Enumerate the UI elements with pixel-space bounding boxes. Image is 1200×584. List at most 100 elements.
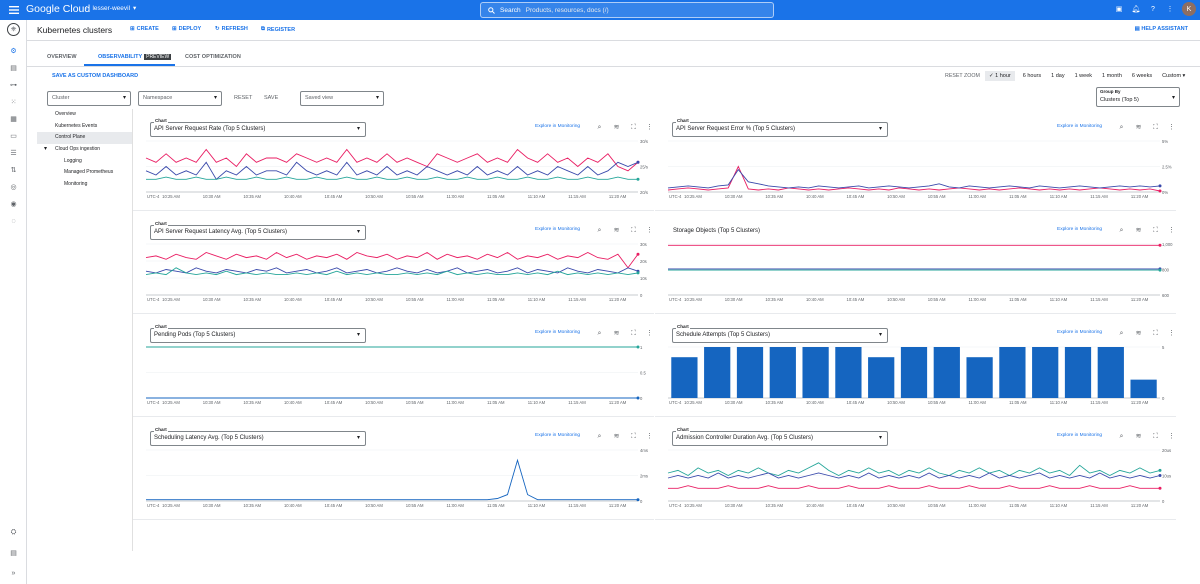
fullscreen-icon[interactable]: ⛶ [1153, 330, 1158, 337]
tree-item[interactable]: Logging [37, 156, 132, 168]
services-nav-icon[interactable]: ⊶ [10, 82, 17, 89]
legend-toggle-icon[interactable]: ≋ [1135, 227, 1142, 234]
legend-toggle-icon[interactable]: ≋ [613, 124, 620, 131]
zoom-icon[interactable]: ⌕ [1119, 227, 1124, 234]
secrets-nav-icon[interactable]: ▦ [10, 116, 17, 123]
reset-button[interactable]: RESET [234, 95, 253, 101]
explore-in-monitoring-link[interactable]: Explore in Monitoring [1057, 124, 1103, 129]
legend-toggle-icon[interactable]: ≋ [613, 227, 620, 234]
legend-toggle-icon[interactable]: ≋ [1135, 330, 1142, 337]
explore-in-monitoring-link[interactable]: Explore in Monitoring [535, 330, 581, 335]
fullscreen-icon[interactable]: ⛶ [631, 433, 636, 440]
fullscreen-icon[interactable]: ⛶ [631, 124, 636, 131]
explore-in-monitoring-link[interactable]: Explore in Monitoring [535, 433, 581, 438]
tree-item[interactable]: Kubernetes Events [37, 121, 132, 133]
more-vert-icon[interactable]: ⋮ [1168, 227, 1175, 234]
zoom-icon[interactable]: ⌕ [1119, 124, 1124, 131]
tab-overview[interactable]: OVERVIEW [47, 54, 77, 60]
fullscreen-icon[interactable]: ⛶ [1153, 124, 1158, 131]
more-vert-icon[interactable]: ⋮ [1168, 433, 1175, 440]
tree-item[interactable]: Overview [37, 109, 132, 121]
more-vert-icon[interactable]: ⋮ [1168, 124, 1175, 131]
marketplace-nav-icon[interactable]: ⛭ [10, 529, 17, 536]
config-nav-icon[interactable]: ◎ [10, 184, 17, 191]
fullscreen-icon[interactable]: ⛶ [631, 227, 636, 234]
more-vert-icon[interactable]: ⋮ [1168, 330, 1175, 337]
zoom-icon[interactable]: ⌕ [597, 433, 602, 440]
tab-observability[interactable]: OBSERVABILITY PREVIEW [83, 54, 176, 66]
chart-select[interactable]: Chart Schedule Attempts (Top 5 Clusters) ▾ [672, 324, 888, 343]
zoom-icon[interactable]: ⌕ [1119, 330, 1124, 337]
time-custom[interactable]: Custom ▾ [1162, 73, 1186, 79]
main-menu-icon[interactable] [8, 4, 20, 16]
save-button[interactable]: SAVE [264, 95, 279, 101]
legend-toggle-icon[interactable]: ≋ [1135, 124, 1142, 131]
chart-select[interactable]: Chart Admission Controller Duration Avg. … [672, 427, 888, 446]
group-by-select[interactable]: Group By Clusters (Top 5) ▾ [1096, 87, 1180, 107]
migrate-nav-icon[interactable]: ⇅ [10, 167, 17, 174]
legend-toggle-icon[interactable]: ≋ [613, 330, 620, 337]
object-browser-icon[interactable]: ☰ [10, 150, 17, 157]
cluster-filter[interactable]: Cluster ▾ [47, 91, 131, 106]
help-icon[interactable]: ? [1151, 5, 1155, 13]
register-button[interactable]: ⧉ REGISTER [261, 26, 295, 33]
more-vert-icon[interactable]: ⋮ [646, 227, 653, 234]
time-1-month[interactable]: 1 month [1102, 73, 1122, 79]
tree-item[interactable]: Control Plane [37, 132, 132, 145]
project-selector[interactable]: ⁘ lesser-weevil ▾ [84, 4, 136, 13]
zoom-icon[interactable]: ⌕ [597, 124, 602, 131]
chart-select[interactable]: Chart API Server Request Latency Avg. (To… [150, 221, 366, 240]
time-6-weeks[interactable]: 6 weeks [1131, 73, 1153, 79]
legend-toggle-icon[interactable]: ≋ [1135, 433, 1142, 440]
tree-item[interactable]: ▾ Cloud Ops ingestion [37, 144, 132, 156]
explore-in-monitoring-link[interactable]: Explore in Monitoring [535, 124, 581, 129]
fullscreen-icon[interactable]: ⛶ [1153, 227, 1158, 234]
reset-zoom-button[interactable]: RESET ZOOM [945, 73, 980, 79]
zoom-icon[interactable]: ⌕ [597, 227, 602, 234]
more-vert-icon[interactable]: ⋮ [646, 124, 653, 131]
fullscreen-icon[interactable]: ⛶ [1153, 433, 1158, 440]
help-assistant-button[interactable]: ▤ HELP ASSISTANT [1135, 26, 1188, 32]
kubernetes-engine-icon[interactable]: ⎈ [7, 23, 20, 36]
security-nav-icon[interactable]: ◌ [11, 218, 16, 225]
chart-select[interactable]: Chart Pending Pods (Top 5 Clusters) ▾ [150, 324, 366, 343]
fullscreen-icon[interactable]: ⛶ [631, 330, 636, 337]
more-vert-icon[interactable]: ⋮ [1166, 6, 1174, 13]
google-cloud-logo[interactable]: Google Cloud [26, 3, 91, 15]
chart-select[interactable]: Chart API Server Request Error % (Top 5 C… [672, 118, 888, 137]
storage-nav-icon[interactable]: ▭ [10, 133, 17, 140]
legend-toggle-icon[interactable]: ≋ [613, 433, 620, 440]
save-custom-dashboard-button[interactable]: SAVE AS CUSTOM DASHBOARD [52, 73, 139, 79]
tree-item[interactable]: Managed Prometheus [37, 167, 132, 179]
refresh-button[interactable]: ↻ REFRESH [215, 26, 248, 32]
saved-view-select[interactable]: Saved view ▾ [300, 91, 384, 106]
release-notes-icon[interactable]: ▤ [10, 550, 17, 557]
chart-select[interactable]: Chart API Server Request Rate (Top 5 Clus… [150, 118, 366, 137]
chart-select[interactable]: Chart Scheduling Latency Avg. (Top 5 Clus… [150, 427, 366, 446]
create-button[interactable]: ⊞ CREATE [130, 26, 159, 32]
avatar[interactable]: K [1182, 2, 1196, 16]
collapse-nav-icon[interactable]: » [11, 570, 16, 577]
namespace-filter[interactable]: Namespace ▾ [138, 91, 222, 106]
time-1-hour[interactable]: ✓ 1 hour [985, 71, 1015, 81]
explore-in-monitoring-link[interactable]: Explore in Monitoring [535, 227, 581, 232]
more-vert-icon[interactable]: ⋮ [646, 433, 653, 440]
clusters-nav-icon[interactable]: ⚙ [10, 48, 17, 55]
zoom-icon[interactable]: ⌕ [1119, 433, 1124, 440]
search-input[interactable]: Search Products, resources, docs (/) [480, 2, 774, 18]
workloads-nav-icon[interactable]: ▤ [10, 65, 17, 72]
explore-in-monitoring-link[interactable]: Explore in Monitoring [1057, 433, 1103, 438]
tab-cost-optimization[interactable]: COST OPTIMIZATION [185, 54, 241, 60]
explore-in-monitoring-link[interactable]: Explore in Monitoring [1057, 227, 1103, 232]
deploy-button[interactable]: ⊞ DEPLOY [172, 26, 201, 32]
explore-in-monitoring-link[interactable]: Explore in Monitoring [1057, 330, 1103, 335]
time-1-day[interactable]: 1 day [1051, 73, 1065, 79]
time-6-hours[interactable]: 6 hours [1022, 73, 1042, 79]
expand-caret-icon[interactable]: ▾ [44, 146, 48, 153]
more-vert-icon[interactable]: ⋮ [646, 330, 653, 337]
backup-nav-icon[interactable]: ◉ [10, 201, 17, 208]
zoom-icon[interactable]: ⌕ [597, 330, 602, 337]
apps-nav-icon[interactable]: ⁙ [10, 99, 17, 106]
tree-item[interactable]: Monitoring [37, 179, 132, 191]
notifications-icon[interactable]: 🔔︎ [1131, 6, 1141, 13]
